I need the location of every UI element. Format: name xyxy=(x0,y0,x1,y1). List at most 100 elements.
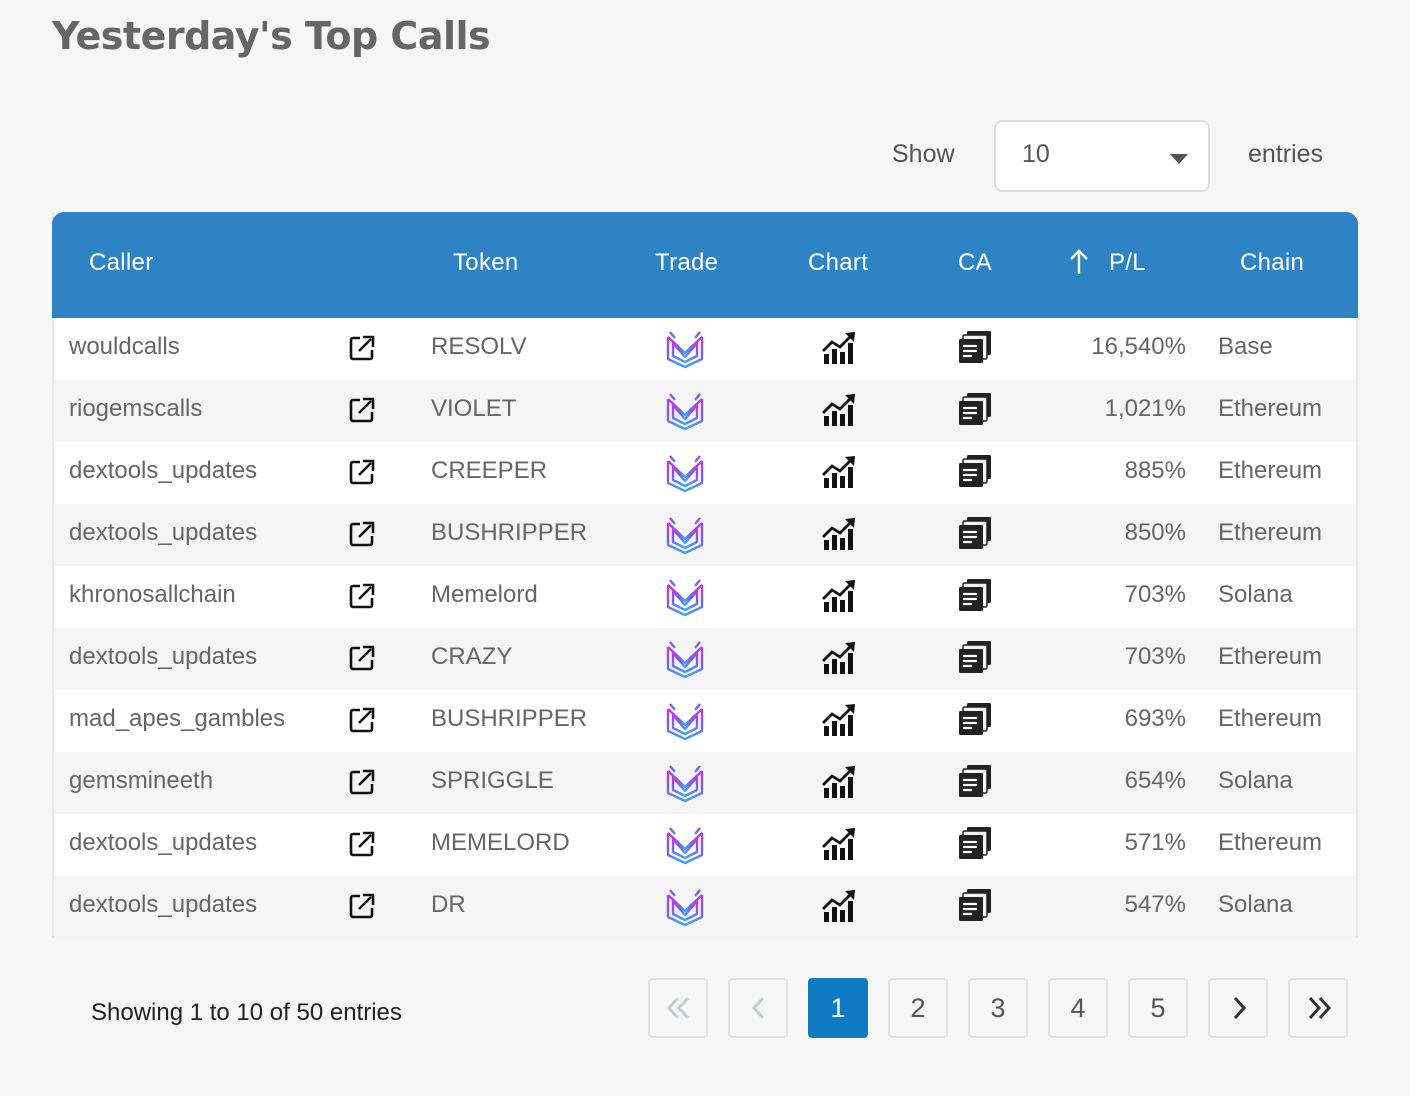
chain-name: Solana xyxy=(1218,767,1293,794)
column-header-token[interactable]: Token xyxy=(453,249,519,276)
pl-value: 16,540% xyxy=(1091,333,1186,360)
chart-growth-icon[interactable] xyxy=(821,826,857,862)
chart-growth-icon[interactable] xyxy=(821,764,857,800)
entries-per-page-select[interactable]: 10 xyxy=(994,120,1210,192)
length-menu: Show 10 entries xyxy=(0,120,1410,192)
caller-name: riogemscalls xyxy=(69,395,203,422)
column-header-caller[interactable]: Caller xyxy=(89,249,154,276)
chart-growth-icon[interactable] xyxy=(821,640,857,676)
pl-value: 703% xyxy=(1124,643,1186,670)
trade-logo-icon[interactable] xyxy=(664,825,706,865)
external-link-icon[interactable] xyxy=(348,582,376,610)
external-link-icon[interactable] xyxy=(348,520,376,548)
page-button-2[interactable]: 2 xyxy=(888,978,948,1038)
copy-document-icon[interactable] xyxy=(957,329,993,365)
chain-name: Ethereum xyxy=(1218,395,1323,422)
external-link-icon[interactable] xyxy=(348,830,376,858)
chart-growth-icon[interactable] xyxy=(821,330,857,366)
previous-page-button[interactable] xyxy=(728,978,788,1038)
copy-document-icon[interactable] xyxy=(957,701,993,737)
chain-name: Solana xyxy=(1218,891,1293,918)
external-link-icon[interactable] xyxy=(348,458,376,486)
chevron-left-icon xyxy=(751,996,765,1020)
pl-value: 693% xyxy=(1124,705,1186,732)
page-button-1[interactable]: 1 xyxy=(808,978,868,1038)
external-link-icon[interactable] xyxy=(348,892,376,920)
token-name: Memelord xyxy=(431,581,538,608)
page-button-3[interactable]: 3 xyxy=(968,978,1028,1038)
first-page-button[interactable] xyxy=(648,978,708,1038)
trade-logo-icon[interactable] xyxy=(664,701,706,741)
copy-document-icon[interactable] xyxy=(957,887,993,923)
next-page-button[interactable] xyxy=(1208,978,1268,1038)
trade-logo-icon[interactable] xyxy=(664,391,706,431)
chain-name: Base xyxy=(1218,333,1273,360)
chart-growth-icon[interactable] xyxy=(821,888,857,924)
table-row: mad_apes_gambles BUSHRIPPER 693% Ethereum xyxy=(54,690,1356,752)
external-link-icon[interactable] xyxy=(348,706,376,734)
chain-name: Ethereum xyxy=(1218,519,1323,546)
chart-growth-icon[interactable] xyxy=(821,578,857,614)
caller-name: dextools_updates xyxy=(69,519,258,546)
copy-document-icon[interactable] xyxy=(957,577,993,613)
table-row: riogemscalls VIOLET 1,021% Ethereum xyxy=(54,380,1356,442)
pl-value: 850% xyxy=(1124,519,1186,546)
copy-document-icon[interactable] xyxy=(957,763,993,799)
chart-growth-icon[interactable] xyxy=(821,702,857,738)
caller-name: dextools_updates xyxy=(69,829,258,856)
chain-name: Ethereum xyxy=(1218,643,1323,670)
copy-document-icon[interactable] xyxy=(957,825,993,861)
chart-growth-icon[interactable] xyxy=(821,454,857,490)
trade-logo-icon[interactable] xyxy=(664,453,706,493)
chart-growth-icon[interactable] xyxy=(821,392,857,428)
caller-name: wouldcalls xyxy=(69,333,180,360)
chain-name: Ethereum xyxy=(1218,829,1323,856)
pl-value: 547% xyxy=(1124,891,1186,918)
external-link-icon[interactable] xyxy=(348,644,376,672)
trade-logo-icon[interactable] xyxy=(664,887,706,927)
external-link-icon[interactable] xyxy=(348,396,376,424)
arrow-up-icon[interactable] xyxy=(1068,247,1090,277)
column-header-chart[interactable]: Chart xyxy=(808,249,869,276)
column-header-ca[interactable]: CA xyxy=(958,249,992,276)
chain-name: Ethereum xyxy=(1218,457,1323,484)
table-row: dextools_updates CRAZY 703% Ethereum xyxy=(54,628,1356,690)
token-name: DR xyxy=(431,891,466,918)
last-page-button[interactable] xyxy=(1288,978,1348,1038)
copy-document-icon[interactable] xyxy=(957,515,993,551)
trade-logo-icon[interactable] xyxy=(664,329,706,369)
table-header: Caller Token Trade Chart CA P/L Chain xyxy=(52,212,1358,318)
caller-name: dextools_updates xyxy=(69,457,258,484)
table-row: wouldcalls RESOLV 16,540% Base xyxy=(54,318,1356,380)
copy-document-icon[interactable] xyxy=(957,391,993,427)
table-info: Showing 1 to 10 of 50 entries xyxy=(91,999,402,1026)
trade-logo-icon[interactable] xyxy=(664,577,706,617)
trade-logo-icon[interactable] xyxy=(664,515,706,555)
show-label: Show xyxy=(892,140,955,168)
caller-name: khronosallchain xyxy=(69,581,236,608)
table-row: dextools_updates MEMELORD 571% Ethereum xyxy=(54,814,1356,876)
pl-value: 703% xyxy=(1124,581,1186,608)
page-button-4[interactable]: 4 xyxy=(1048,978,1108,1038)
pl-value: 571% xyxy=(1124,829,1186,856)
trade-logo-icon[interactable] xyxy=(664,763,706,803)
external-link-icon[interactable] xyxy=(348,768,376,796)
pl-value: 1,021% xyxy=(1104,395,1186,422)
chart-growth-icon[interactable] xyxy=(821,516,857,552)
table-body: wouldcalls RESOLV 16,540% Base riogemscalls V… xyxy=(54,318,1356,938)
token-name: RESOLV xyxy=(431,333,527,360)
copy-document-icon[interactable] xyxy=(957,639,993,675)
copy-document-icon[interactable] xyxy=(957,453,993,489)
trade-logo-icon[interactable] xyxy=(664,639,706,679)
caller-name: mad_apes_gambles xyxy=(69,705,286,732)
column-header-pl[interactable]: P/L xyxy=(1109,249,1146,276)
page-button-5[interactable]: 5 xyxy=(1128,978,1188,1038)
table-row: gemsmineeth SPRIGGLE 654% Solana xyxy=(54,752,1356,814)
pl-value: 885% xyxy=(1124,457,1186,484)
entries-label: entries xyxy=(1248,140,1324,168)
column-header-trade[interactable]: Trade xyxy=(655,249,719,276)
chevron-down-icon xyxy=(1170,154,1188,164)
external-link-icon[interactable] xyxy=(348,334,376,362)
page-title: Yesterday's Top Calls xyxy=(52,14,491,58)
column-header-chain[interactable]: Chain xyxy=(1240,249,1305,276)
